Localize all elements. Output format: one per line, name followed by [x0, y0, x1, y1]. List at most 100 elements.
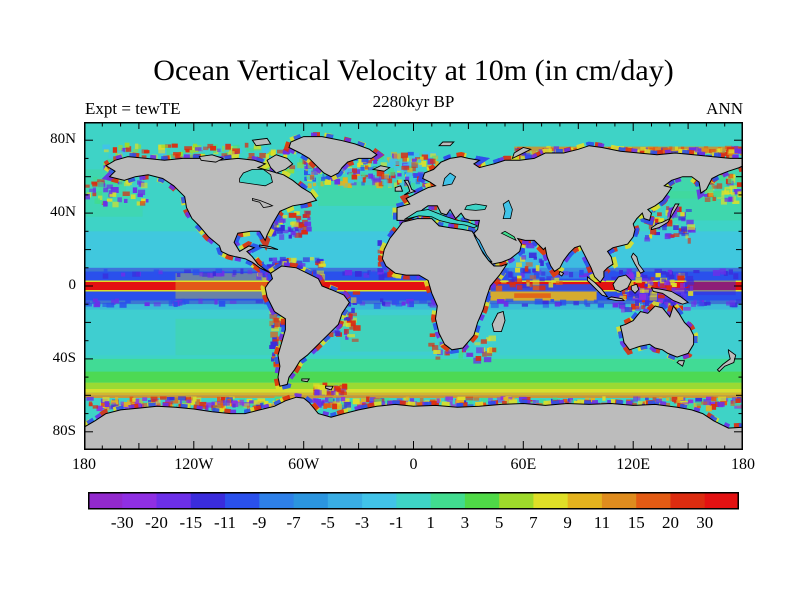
- speckle: [418, 160, 427, 167]
- speckle: [349, 320, 356, 326]
- colorbar-tick-label: -15: [179, 513, 203, 532]
- speckle: [343, 168, 348, 173]
- speckle: [173, 301, 178, 307]
- speckle: [191, 396, 197, 402]
- speckle: [139, 201, 146, 206]
- speckle: [483, 357, 492, 363]
- speckle: [526, 279, 530, 284]
- speckle: [521, 255, 527, 260]
- colorbar-cell: [430, 493, 466, 508]
- speckle: [134, 143, 139, 149]
- speckle: [176, 273, 181, 277]
- island-victoria: [198, 154, 225, 163]
- colorbar-tick-label: -7: [286, 513, 301, 532]
- speckle: [274, 322, 280, 328]
- speckle: [341, 398, 350, 403]
- speckle: [382, 273, 389, 278]
- speckle: [689, 285, 694, 291]
- speckle: [130, 194, 136, 200]
- speckle: [125, 272, 131, 278]
- speckle: [407, 182, 415, 189]
- speckle: [144, 150, 150, 154]
- landmass-sa: [264, 265, 351, 387]
- speckle: [338, 181, 345, 186]
- speckle: [348, 179, 354, 184]
- speckle: [97, 181, 104, 188]
- speckle: [292, 258, 296, 264]
- speckle: [304, 165, 309, 170]
- speckle: [102, 273, 109, 279]
- regional-patch: [514, 293, 551, 298]
- speckle: [457, 396, 466, 400]
- speckle: [579, 273, 585, 278]
- speckle: [636, 271, 641, 277]
- island-cuba: [259, 244, 279, 251]
- speckle: [455, 400, 460, 404]
- speckle: [248, 153, 255, 158]
- speckle: [297, 229, 301, 235]
- speckle: [271, 326, 279, 332]
- speckle: [166, 149, 171, 155]
- speckle: [383, 301, 391, 307]
- speckle: [348, 313, 353, 318]
- speckle: [421, 154, 429, 160]
- speckle: [369, 271, 377, 277]
- speckle: [674, 146, 678, 151]
- speckle: [546, 276, 555, 280]
- colorbar-cell: [464, 493, 500, 508]
- speckle: [351, 307, 355, 313]
- speckle: [548, 282, 554, 288]
- speckle: [678, 227, 683, 232]
- speckle: [102, 302, 108, 307]
- speckle: [685, 209, 692, 212]
- speckle: [687, 224, 696, 230]
- speckle: [112, 147, 118, 153]
- speckle: [316, 270, 324, 275]
- speckle: [658, 299, 663, 303]
- speckle: [710, 404, 717, 410]
- speckle: [579, 269, 584, 276]
- landmass-gl: [288, 136, 378, 178]
- speckle: [726, 154, 730, 160]
- speckle: [643, 302, 646, 308]
- speckle: [662, 147, 669, 152]
- zonal-band: [84, 291, 743, 301]
- speckle: [186, 397, 193, 401]
- speckle: [102, 144, 110, 150]
- speckle: [409, 398, 415, 403]
- speckle: [309, 175, 315, 180]
- speckle: [307, 163, 313, 169]
- speckle: [705, 405, 712, 412]
- speckle: [668, 274, 675, 280]
- speckle: [550, 299, 555, 303]
- speckle: [639, 293, 646, 300]
- speckle: [349, 272, 354, 279]
- speckle: [183, 299, 190, 304]
- speckle: [366, 160, 372, 164]
- speckle: [376, 170, 385, 177]
- speckle: [539, 277, 545, 282]
- speckle: [132, 187, 138, 193]
- zonal-band: [84, 282, 743, 290]
- speckle: [524, 397, 531, 402]
- speckle: [657, 212, 662, 217]
- speckle: [257, 271, 264, 276]
- colorbar-tick-label: 20: [661, 513, 679, 532]
- speckle: [244, 142, 249, 148]
- island-ellesmere: [251, 137, 272, 147]
- speckle: [532, 285, 540, 291]
- speckle: [88, 401, 93, 406]
- speckle: [141, 155, 147, 159]
- speckle: [254, 144, 261, 149]
- speckle: [365, 179, 373, 185]
- colorbar-tick-label: -11: [214, 513, 237, 532]
- speckle: [307, 168, 311, 175]
- speckle: [681, 402, 689, 406]
- speckle: [654, 232, 660, 236]
- speckle: [256, 274, 261, 280]
- speckle: [668, 234, 675, 238]
- speckle: [264, 400, 269, 406]
- speckle: [728, 173, 734, 179]
- speckle: [144, 302, 150, 307]
- speckle: [391, 299, 400, 305]
